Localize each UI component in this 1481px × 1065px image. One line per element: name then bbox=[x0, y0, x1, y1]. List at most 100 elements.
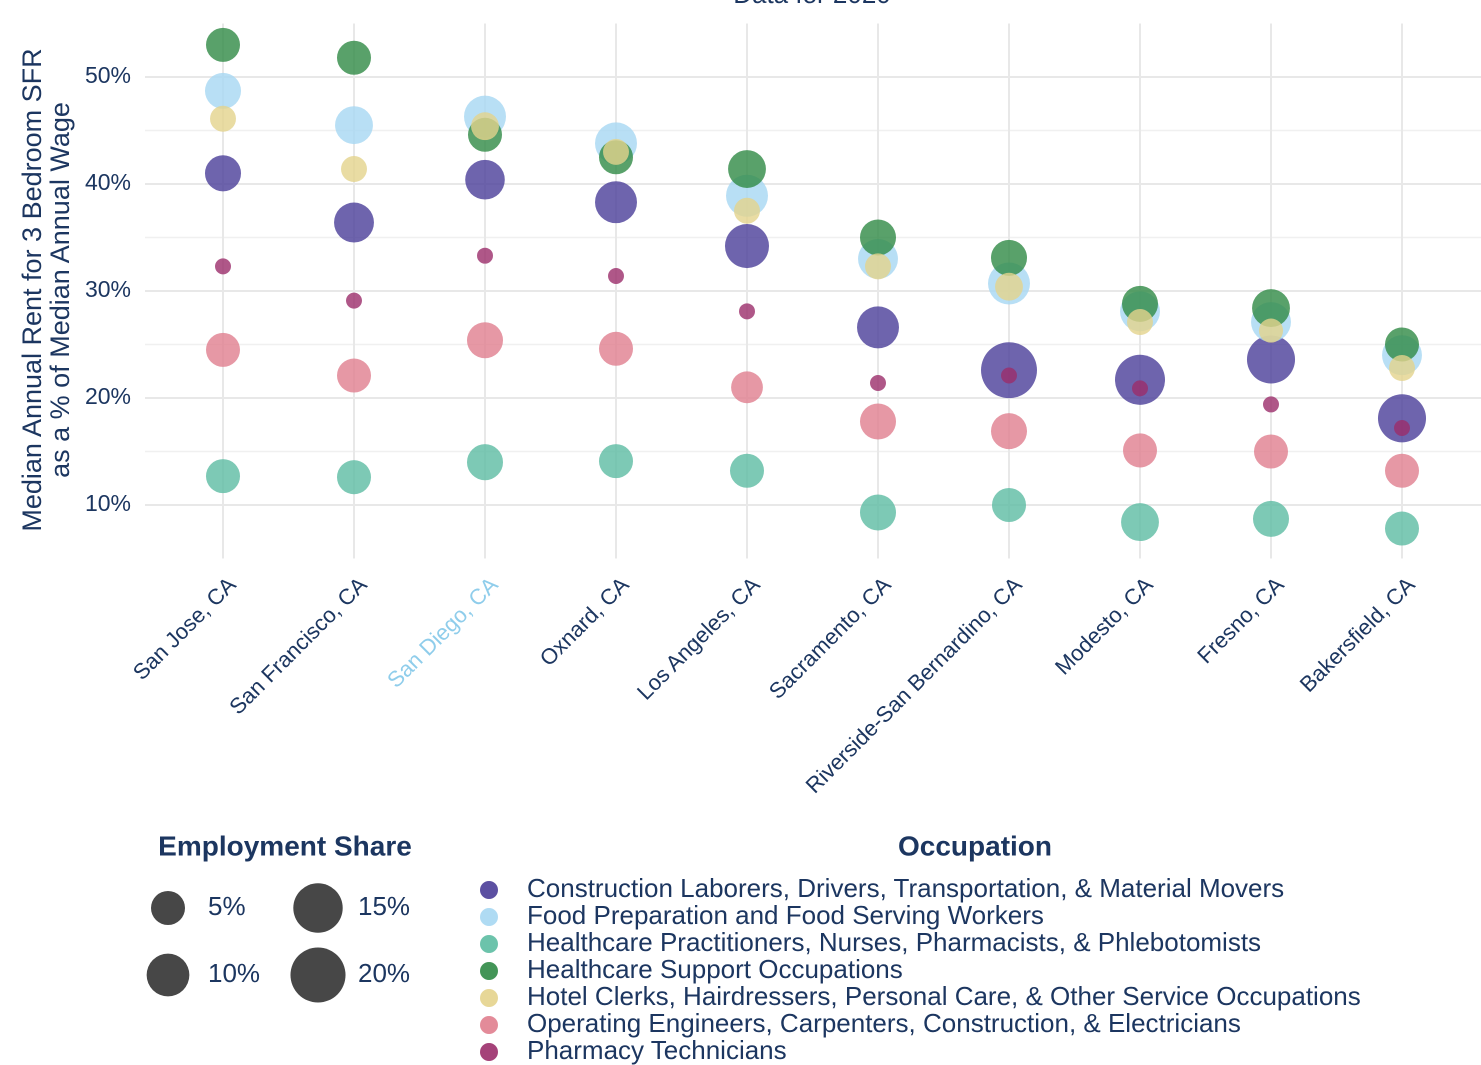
bubble bbox=[608, 268, 624, 285]
bubble bbox=[336, 460, 372, 495]
x-tick-label: San Diego, CA bbox=[382, 572, 503, 693]
y-tick-label: 50% bbox=[85, 62, 131, 88]
legend-label: Food Preparation and Food Serving Worker… bbox=[527, 900, 1044, 930]
y-axis-label: Median Annual Rent for 3 Bedroom SFR bbox=[17, 48, 47, 531]
bubble bbox=[471, 112, 499, 141]
bubble bbox=[346, 292, 362, 309]
bubble bbox=[341, 156, 367, 182]
bubble bbox=[466, 444, 504, 481]
size-legend-label: 20% bbox=[358, 958, 410, 988]
y-tick-label: 40% bbox=[85, 169, 131, 195]
bubble bbox=[1246, 335, 1296, 384]
bubble bbox=[477, 247, 493, 264]
bubble bbox=[1253, 434, 1289, 469]
legend-label: Construction Laborers, Drivers, Transpor… bbox=[527, 873, 1284, 903]
bubble bbox=[739, 303, 755, 320]
x-tick-label: Fresno, CA bbox=[1192, 572, 1289, 669]
bubble bbox=[1127, 309, 1153, 336]
x-tick-label: Sacramento, CA bbox=[764, 572, 896, 704]
x-tick-label: Los Angeles, CA bbox=[632, 572, 765, 705]
bubble bbox=[1384, 453, 1420, 488]
bubble bbox=[865, 253, 891, 280]
bubble bbox=[334, 202, 374, 243]
bubble bbox=[1252, 289, 1290, 328]
bubble bbox=[1389, 355, 1415, 382]
bubble bbox=[1377, 394, 1427, 443]
x-tick-label: Riverside-San Bernardino, CA bbox=[801, 572, 1027, 798]
x-tick-label: San Francisco, CA bbox=[224, 572, 372, 720]
bubble bbox=[991, 487, 1027, 523]
legend-key bbox=[480, 881, 498, 899]
bubble bbox=[995, 272, 1023, 301]
legend-key bbox=[480, 1043, 498, 1061]
bubble bbox=[595, 181, 637, 224]
size-legend-title: Employment Share bbox=[158, 830, 412, 861]
y-tick-label: 30% bbox=[85, 276, 131, 302]
bubble bbox=[204, 72, 242, 109]
legend-key bbox=[480, 1016, 498, 1034]
size-legend-label: 5% bbox=[208, 891, 246, 921]
legend-key bbox=[480, 935, 498, 953]
bubble bbox=[205, 459, 241, 494]
bubble bbox=[1122, 433, 1158, 468]
bubble bbox=[335, 106, 373, 145]
bubble bbox=[598, 444, 634, 479]
bubble bbox=[990, 413, 1028, 450]
chart-subtitle: Data for 2020 bbox=[733, 0, 891, 9]
bubble bbox=[1252, 500, 1290, 537]
x-tick-label: Oxnard, CA bbox=[535, 572, 634, 671]
bubble bbox=[859, 219, 897, 256]
size-legend-label: 10% bbox=[208, 958, 260, 988]
legend-label: Healthcare Support Occupations bbox=[527, 954, 903, 984]
bubble bbox=[857, 306, 899, 349]
bubble bbox=[728, 150, 766, 188]
bubble bbox=[731, 371, 763, 404]
bubble bbox=[859, 403, 897, 440]
legend-label: Operating Engineers, Carpenters, Constru… bbox=[527, 1008, 1241, 1038]
bubble bbox=[990, 239, 1028, 276]
legend-label: Hotel Clerks, Hairdressers, Personal Car… bbox=[527, 981, 1361, 1011]
bubble bbox=[598, 331, 634, 366]
y-tick-label: 10% bbox=[85, 490, 131, 516]
size-legend-key bbox=[150, 890, 186, 926]
bubble bbox=[729, 453, 765, 488]
x-tick-label: Modesto, CA bbox=[1050, 572, 1158, 680]
legend-key bbox=[480, 989, 498, 1007]
bubble bbox=[724, 224, 770, 269]
bubble bbox=[205, 332, 241, 367]
bubble bbox=[1114, 354, 1166, 405]
bubble bbox=[870, 375, 886, 392]
bubble bbox=[205, 27, 241, 62]
bubble bbox=[1132, 380, 1148, 397]
bubble bbox=[466, 322, 504, 359]
bubble bbox=[1394, 419, 1410, 436]
bubble bbox=[1384, 327, 1420, 362]
legend-key bbox=[480, 962, 498, 980]
bubble bbox=[215, 258, 231, 275]
bubble bbox=[1001, 367, 1017, 384]
size-legend-key bbox=[290, 947, 346, 1003]
bubble bbox=[336, 358, 372, 393]
legend-label: Healthcare Practitioners, Nurses, Pharma… bbox=[527, 927, 1261, 957]
size-legend-label: 15% bbox=[358, 891, 410, 921]
bubble bbox=[1121, 503, 1159, 542]
bubble bbox=[859, 494, 897, 531]
y-tick-label: 20% bbox=[85, 383, 131, 409]
y-axis-label: as a % of Median Annual Wage bbox=[45, 102, 75, 478]
bubble bbox=[1258, 318, 1284, 343]
legend-label: Pharmacy Technicians bbox=[527, 1035, 787, 1065]
size-legend-key bbox=[146, 953, 190, 997]
bubble bbox=[1263, 396, 1279, 413]
bubble bbox=[1384, 511, 1420, 546]
x-tick-label: San Jose, CA bbox=[128, 572, 241, 685]
bubble bbox=[465, 159, 505, 200]
bubble bbox=[336, 40, 372, 75]
size-legend-key bbox=[293, 883, 343, 933]
legend-title: Occupation bbox=[898, 830, 1052, 861]
bubble bbox=[734, 197, 760, 224]
bubble bbox=[204, 155, 242, 192]
x-tick-label: Bakersfield, CA bbox=[1295, 572, 1420, 697]
bubble bbox=[603, 138, 629, 165]
legend-key bbox=[480, 908, 498, 926]
